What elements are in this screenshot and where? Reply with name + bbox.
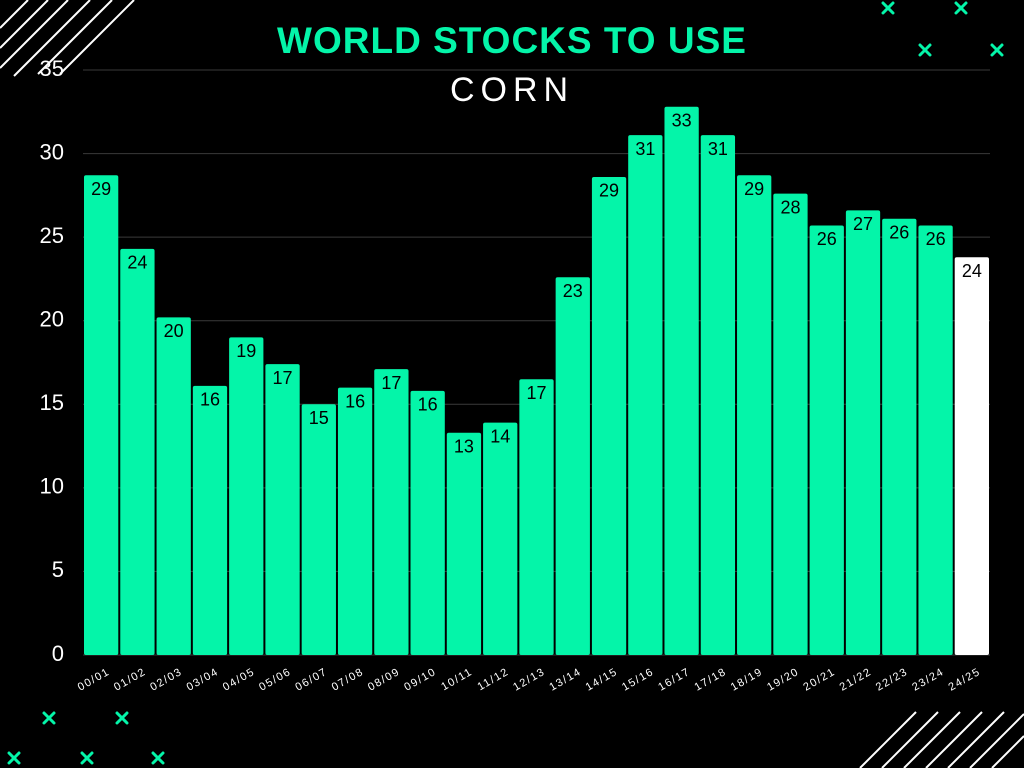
value-label: 16: [200, 390, 220, 410]
bar: [591, 176, 627, 655]
x-mark: [42, 711, 56, 725]
value-label: 14: [490, 426, 510, 446]
value-label: 16: [345, 391, 365, 411]
bar: [954, 257, 989, 655]
value-label: 23: [563, 281, 583, 301]
bar: [882, 218, 917, 655]
value-label: 15: [309, 408, 329, 428]
y-tick-label: 10: [40, 474, 64, 499]
bar: [483, 422, 518, 655]
bar: [446, 432, 482, 655]
bar: [301, 404, 336, 655]
bar: [918, 225, 953, 655]
value-label: 31: [635, 139, 655, 159]
bar: [809, 225, 844, 655]
bar: [265, 364, 300, 655]
y-tick-label: 30: [40, 139, 64, 164]
x-mark: [881, 1, 895, 15]
bar: [120, 248, 155, 656]
x-mark: [7, 751, 21, 765]
bar: [374, 369, 409, 655]
value-label: 29: [744, 179, 764, 199]
y-tick-label: 20: [40, 307, 64, 332]
chart-subtitle: CORN: [450, 71, 574, 109]
x-mark: [990, 43, 1004, 57]
chart-title: WORLD STOCKS TO USE: [277, 20, 747, 61]
value-label: 17: [526, 383, 546, 403]
value-label: 28: [780, 197, 800, 217]
bar: [628, 135, 663, 655]
x-mark: [115, 711, 129, 725]
y-tick-label: 0: [52, 641, 64, 666]
value-label: 20: [164, 321, 184, 341]
bar: [156, 317, 191, 655]
x-mark: [918, 43, 932, 57]
value-label: 24: [127, 253, 147, 273]
bar: [192, 385, 228, 655]
x-mark: [954, 1, 968, 15]
value-label: 33: [672, 111, 692, 131]
value-label: 16: [418, 395, 438, 415]
value-label: 24: [962, 261, 982, 281]
bar: [229, 337, 264, 655]
bar: [410, 390, 445, 655]
x-mark: [80, 751, 94, 765]
value-label: 17: [273, 368, 293, 388]
y-tick-label: 35: [40, 56, 64, 81]
value-label: 17: [381, 373, 401, 393]
x-marks: [7, 1, 1004, 765]
value-label: 26: [926, 229, 946, 249]
value-label: 19: [236, 341, 256, 361]
bar: [737, 175, 772, 656]
value-label: 29: [91, 179, 111, 199]
bar: [773, 193, 808, 655]
bar: [337, 387, 373, 655]
value-label: 13: [454, 436, 474, 456]
value-label: 26: [889, 223, 909, 243]
value-label: 27: [853, 214, 873, 234]
value-label: 26: [817, 229, 837, 249]
y-tick-label: 25: [40, 223, 64, 248]
bar: [845, 210, 881, 655]
bar: [664, 106, 699, 656]
x-mark: [151, 751, 165, 765]
bar: [84, 175, 119, 656]
bar: [519, 379, 554, 655]
value-label: 31: [708, 139, 728, 159]
y-tick-label: 5: [52, 557, 64, 582]
value-label: 29: [599, 181, 619, 201]
bar: [700, 135, 736, 655]
y-tick-label: 15: [40, 390, 64, 415]
bar: [555, 277, 590, 655]
